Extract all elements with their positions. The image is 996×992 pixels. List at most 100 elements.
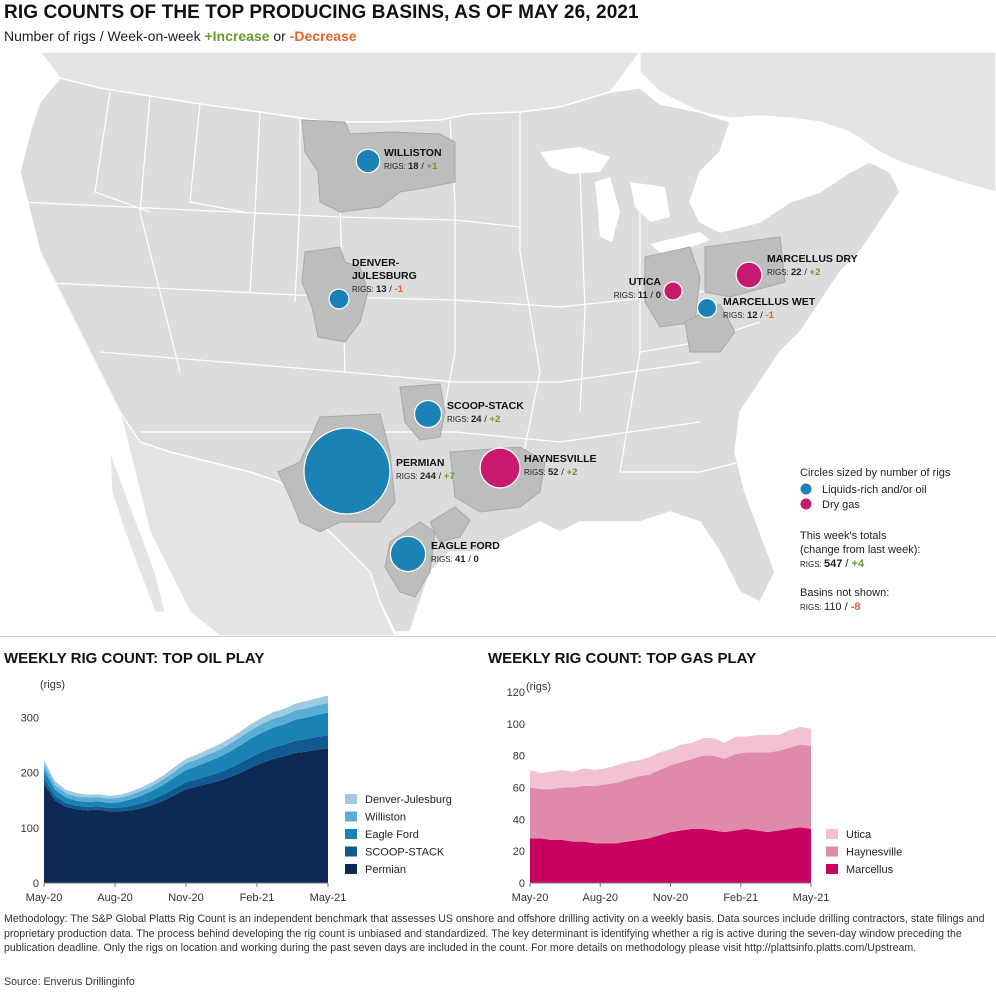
scoop-stack-label: SCOOP-STACK	[447, 400, 524, 412]
permian-rigs: RIGS: 244 / +7	[396, 471, 455, 482]
y-tick-label: 200	[21, 768, 39, 780]
not-shown-heading: Basins not shown:	[800, 587, 889, 599]
x-tick-label: Nov-20	[168, 892, 203, 904]
x-tick-label: May-20	[512, 892, 549, 904]
legend-liquids-label: Liquids-rich and/or oil	[822, 484, 927, 496]
y-tick-label: 100	[21, 823, 39, 835]
series-area-scoop-stack	[44, 735, 328, 812]
y-tick-label: 20	[513, 846, 525, 858]
legend-swatch	[826, 846, 838, 857]
subtitle-prefix: Number of rigs / Week-on-week	[4, 28, 205, 44]
y-tick-label: 60	[513, 783, 525, 795]
lake-superior	[540, 147, 610, 174]
totals-subheading: (change from last week):	[800, 544, 920, 556]
x-tick-label: May-20	[26, 892, 63, 904]
utica-bubble	[663, 281, 683, 301]
denver-julesburg-bubble	[328, 288, 350, 310]
marcellus-dry-label: MARCELLUS DRY	[767, 253, 858, 265]
x-tick-label: Aug-20	[583, 892, 618, 904]
legend-heading: Circles sized by number of rigs	[800, 467, 951, 479]
x-tick-label: May-21	[310, 892, 347, 904]
legend-label: Permian	[365, 864, 406, 876]
legend-label: Utica	[846, 829, 872, 841]
oil-chart-title: WEEKLY RIG COUNT: TOP OIL PLAY	[4, 650, 265, 667]
totals-value: RIGS: 547 / +4	[800, 558, 865, 570]
denver-julesburg-rigs: RIGS: 13 / -1	[352, 284, 404, 295]
marcellus-dry-bubble	[735, 261, 763, 289]
basin-map: WILLISTON RIGS: 18 / +1 DENVER- JULESBURG RI…	[0, 52, 996, 636]
marcellus-wet-rigs: RIGS: 12 / -1	[723, 310, 775, 321]
marcellus-wet-bubble	[696, 297, 718, 319]
series-area-williston	[44, 702, 328, 804]
series-area-marcellus	[530, 827, 811, 883]
x-tick-label: Aug-20	[97, 892, 132, 904]
legend-swatch	[345, 794, 357, 804]
subtitle-decrease: -Decrease	[289, 28, 357, 44]
gas-rig-chart: 0 20 40 60 80 100 120 (rigs) May-20 Aug-20 Nov-20 F…	[507, 681, 903, 904]
eagle-ford-bubble	[389, 535, 427, 573]
y-tick-label: 120	[507, 687, 525, 699]
source-note: Source: Enverus Drillinginfo	[4, 976, 135, 988]
lake-erie	[650, 232, 710, 257]
x-tick-label: May-21	[793, 892, 830, 904]
map-canvas: WILLISTON RIGS: 18 / +1 DENVER-JULESBURG RI…	[0, 52, 996, 636]
y-tick-label: 0	[33, 878, 39, 890]
x-tick-label: Feb-21	[723, 892, 758, 904]
marcellus-dry-rigs: RIGS: 22 / +2	[767, 267, 820, 278]
y-tick-label: 300	[21, 713, 39, 725]
legend-liquids-swatch	[800, 483, 812, 495]
williston-bubble	[355, 148, 381, 174]
series-area-utica	[530, 727, 811, 790]
gas-chart-title: WEEKLY RIG COUNT: TOP GAS PLAY	[488, 650, 757, 667]
page-title: RIG COUNTS OF THE TOP PRODUCING BASINS, …	[4, 2, 639, 23]
x-tick-label: Feb-21	[240, 892, 275, 904]
series-area-eagle-ford	[44, 712, 328, 809]
canada-east-land	[639, 52, 996, 193]
baja-land	[109, 451, 166, 613]
y-axis-label: (rigs)	[526, 681, 551, 693]
haynesville-label: HAYNESVILLE	[524, 453, 597, 465]
subtitle-or: or	[269, 28, 290, 44]
permian-bubble	[303, 427, 391, 515]
legend-drygas-swatch	[800, 498, 812, 510]
utica-rigs: RIGS: 11 / 0	[614, 290, 661, 301]
haynesville-bubble	[479, 447, 521, 489]
series-area-haynesville	[530, 744, 811, 844]
eagle-ford-label: EAGLE FORD	[431, 540, 500, 552]
legend-label: SCOOP-STACK	[365, 847, 445, 859]
williston-label: WILLISTON	[384, 147, 442, 159]
legend-swatch	[345, 846, 357, 857]
scoop-stack-rigs: RIGS: 24 / +2	[447, 414, 500, 425]
scoop-stack-bubble	[413, 399, 443, 429]
legend-swatch	[826, 829, 838, 839]
legend-swatch	[345, 811, 357, 822]
not-shown-value: RIGS: 110 / -8	[800, 601, 861, 613]
legend-swatch	[345, 864, 357, 874]
page-subtitle: Number of rigs / Week-on-week +Increase …	[4, 28, 357, 44]
legend-drygas-label: Dry gas	[822, 499, 860, 511]
legend-label: Williston	[365, 812, 406, 824]
subtitle-increase: +Increase	[204, 28, 270, 44]
state-borders	[19, 91, 761, 473]
permian-label: PERMIAN	[396, 457, 444, 469]
section-divider	[0, 636, 996, 637]
lake-ontario	[710, 207, 752, 222]
basin-bubbles: WILLISTON RIGS: 18 / +1 DENVER-JULESBURG RI…	[303, 147, 858, 573]
marcellus-wet-label: MARCELLUS WET	[723, 296, 816, 308]
map-legend: Circles sized by number of rigs Liquids-r…	[800, 467, 951, 613]
eagle-ford-rigs: RIGS: 41 / 0	[431, 554, 479, 565]
legend-swatch	[345, 829, 357, 839]
lake-michigan	[595, 177, 620, 242]
legend-label: Denver-Julesburg	[365, 794, 452, 806]
utica-label: UTICA	[629, 276, 661, 288]
totals-heading: This week's totals	[800, 530, 887, 542]
legend-label: Eagle Ford	[365, 829, 419, 841]
methodology-note: Methodology: The S&P Global Platts Rig C…	[4, 913, 985, 954]
williston-rigs: RIGS: 18 / +1	[384, 161, 438, 172]
mexico-land	[119, 411, 396, 636]
legend-label: Marcellus	[846, 864, 894, 876]
x-tick-label: Nov-20	[653, 892, 688, 904]
y-axis-label: (rigs)	[40, 679, 65, 691]
legend-swatch	[826, 864, 838, 874]
denver-julesburg-label: JULESBURG	[352, 270, 417, 282]
